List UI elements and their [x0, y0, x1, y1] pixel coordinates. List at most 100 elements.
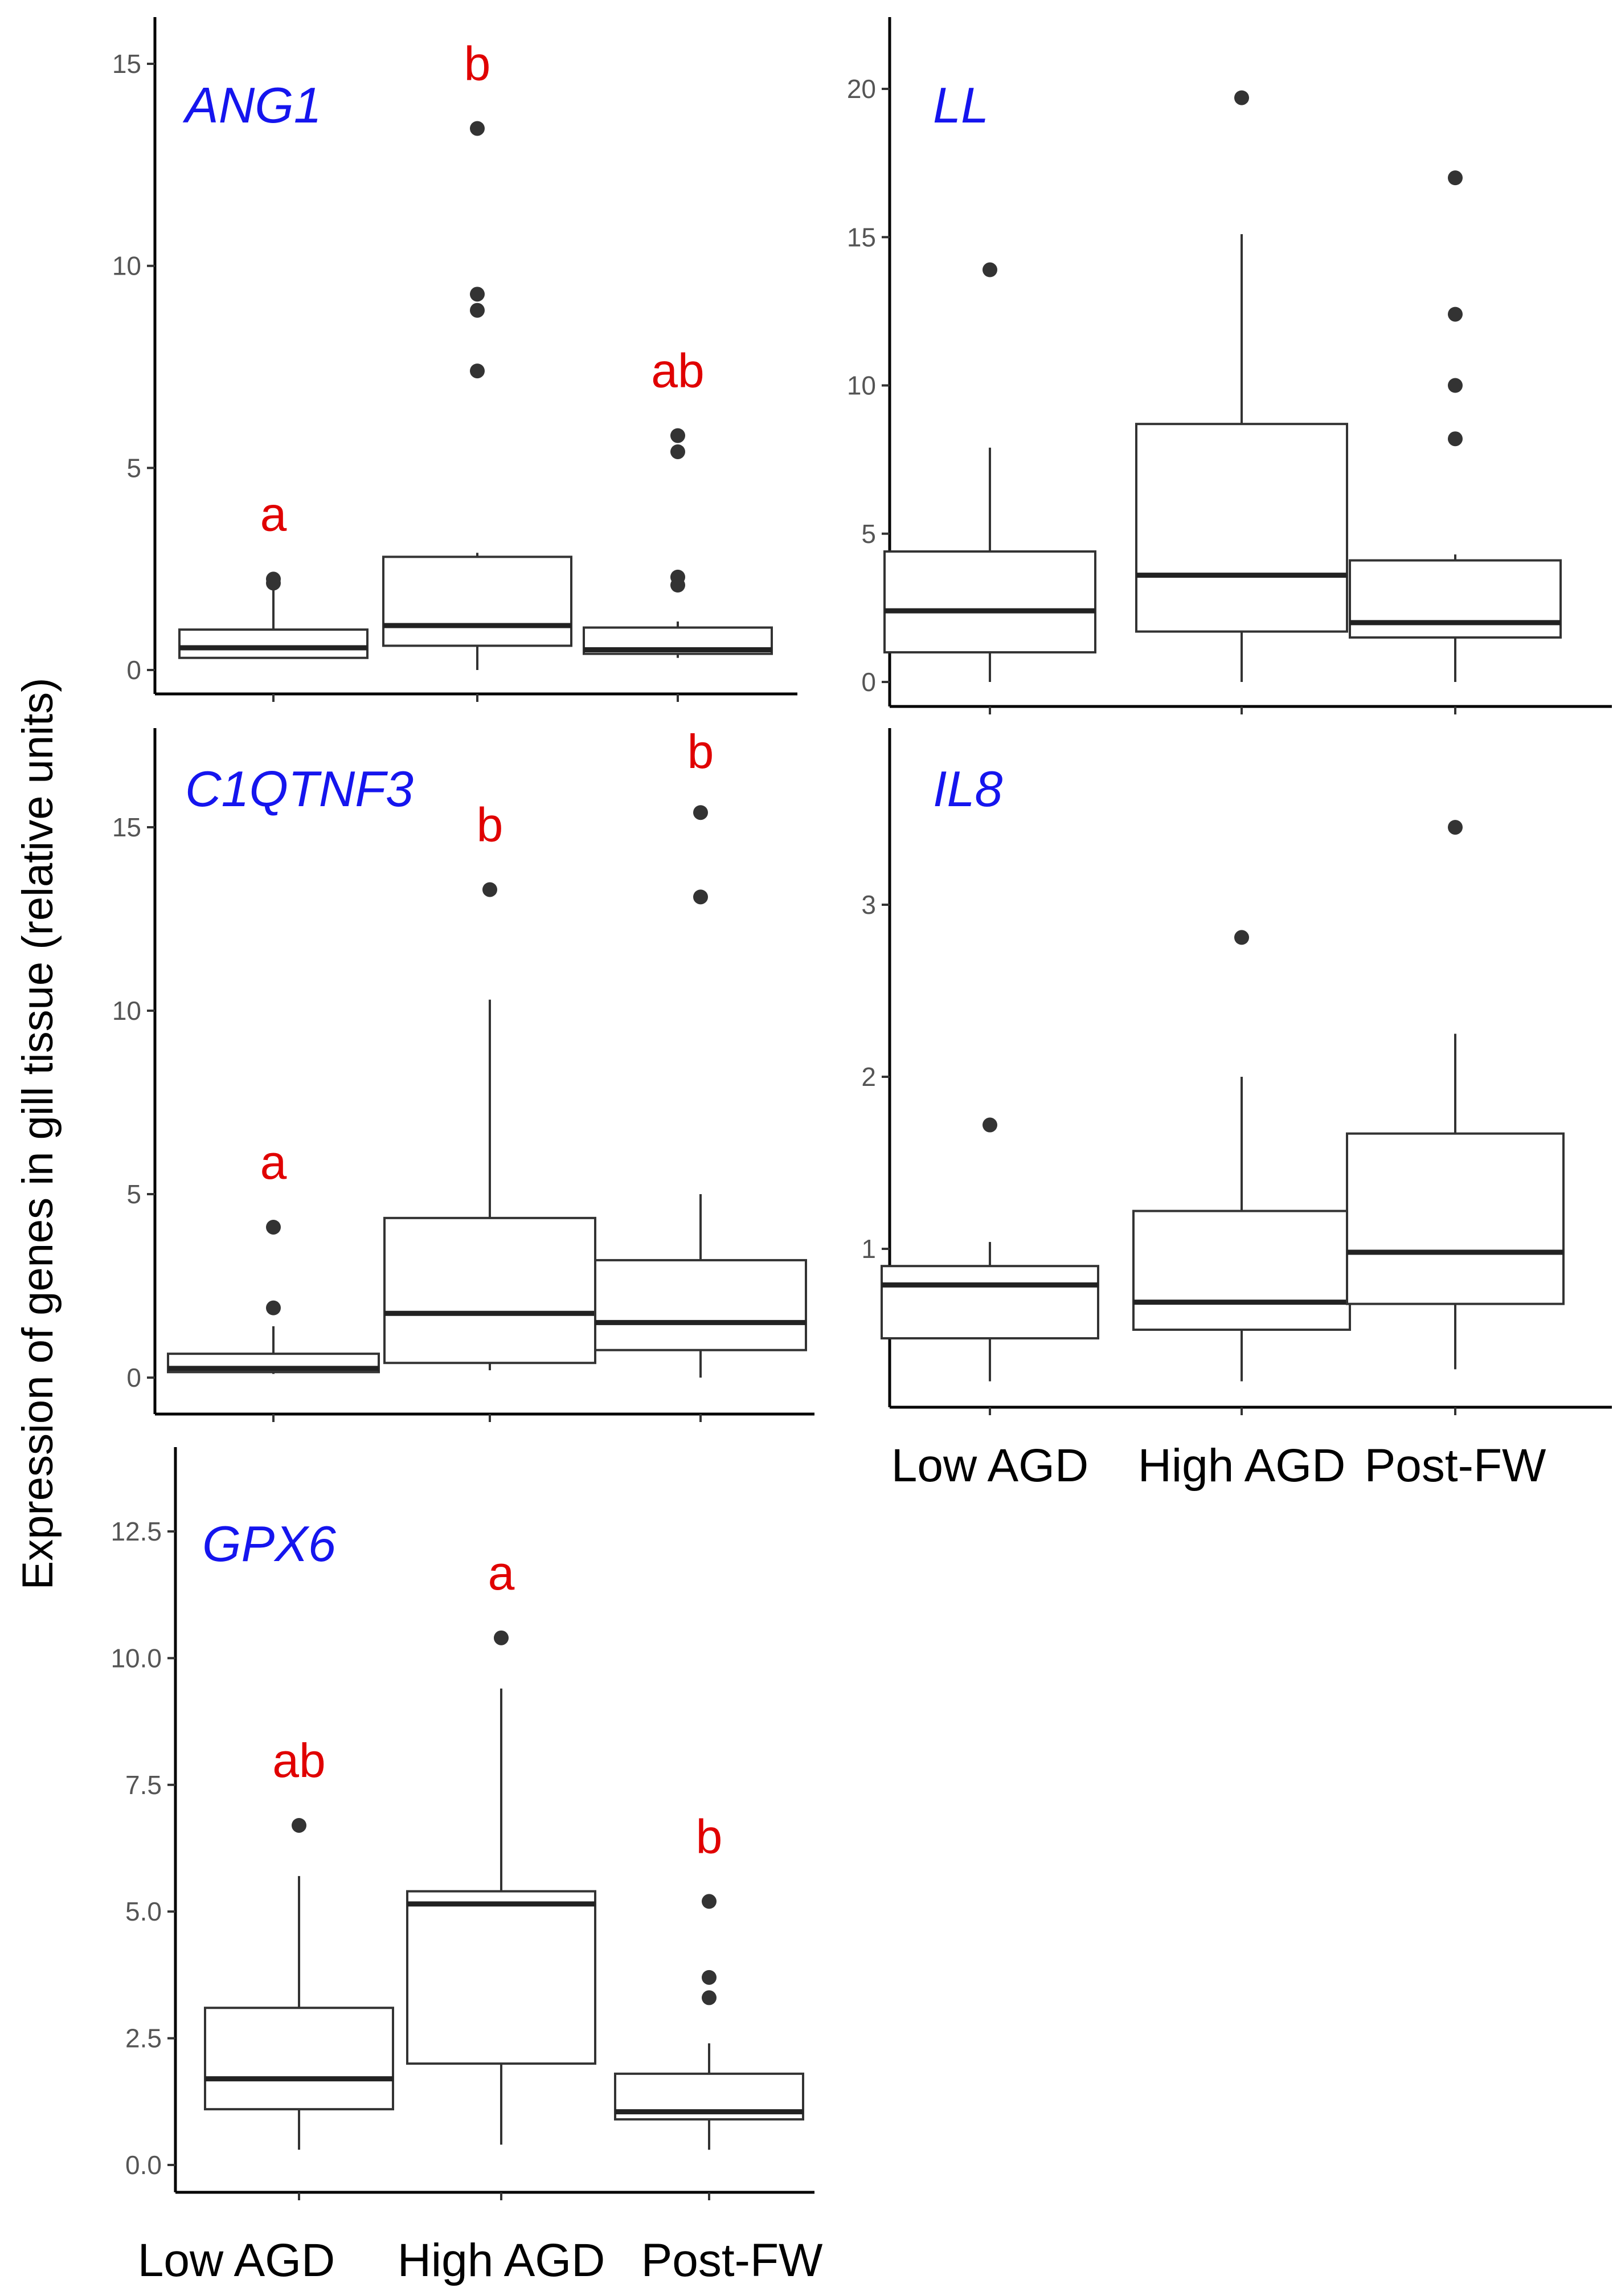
box-iqr [1135, 423, 1348, 633]
box-high-agd: b [383, 798, 596, 1371]
outlier-point [983, 262, 997, 277]
y-tick-label: 10 [847, 371, 876, 401]
y-tick-label: 15 [847, 222, 876, 252]
outlier-point [1234, 930, 1249, 945]
outlier-point [470, 363, 485, 379]
box-iqr [881, 1265, 1099, 1340]
outlier-point [482, 882, 497, 897]
box-iqr [1349, 559, 1562, 639]
box-iqr [1132, 1210, 1351, 1331]
box-post-fw [1346, 820, 1565, 1370]
box-low-agd [881, 1117, 1099, 1382]
y-tick-label: 0 [126, 655, 141, 685]
outlier-point [693, 889, 708, 905]
y-tick-label: 5 [861, 519, 876, 549]
group-labels-bottom: Low AGD High AGD Post-FW [138, 2234, 823, 2286]
outlier-point [266, 571, 281, 587]
box-iqr [883, 550, 1096, 653]
y-tick-label: 10 [112, 251, 141, 281]
box-iqr [204, 2007, 394, 2111]
significance-label: a [260, 487, 287, 541]
box-low-agd [883, 262, 1096, 682]
box-low-agd: a [167, 1135, 380, 1374]
y-axis-title: Expression of genes in gill tissue (rela… [14, 678, 62, 1590]
box-iqr [1346, 1132, 1565, 1305]
y-tick-label: 12.5 [110, 1517, 162, 1546]
box-post-fw: b [594, 725, 807, 1378]
outlier-point [670, 428, 685, 443]
y-tick-label: 5.0 [125, 1897, 162, 1926]
box-high-agd: a [406, 1546, 596, 2145]
gene-label: C1QTNF3 [185, 761, 414, 817]
panel-c1qtnf3: 0 5 10 15 C1QTNF3 a b b [112, 725, 814, 1422]
group-label-low-agd: Low AGD [891, 1440, 1088, 1492]
y-tick-label: 2 [861, 1062, 876, 1092]
outlier-point [693, 805, 708, 820]
group-label-low-agd: Low AGD [138, 2234, 335, 2286]
y-tick-label: 5 [126, 1179, 141, 1209]
gene-label: IL8 [933, 761, 1002, 817]
significance-label: b [696, 1809, 723, 1863]
outlier-point [266, 1219, 281, 1235]
box-high-agd [1132, 930, 1351, 1382]
outlier-point [1448, 170, 1463, 186]
outlier-point [470, 303, 485, 318]
outlier-point [494, 1630, 509, 1645]
box-high-agd: b [382, 36, 572, 670]
y-tick-label: 3 [861, 890, 876, 920]
significance-label: ab [272, 1734, 325, 1787]
box-iqr [383, 1216, 596, 1364]
group-label-post-fw: Post-FW [641, 2234, 823, 2286]
box-high-agd [1135, 90, 1348, 682]
outlier-point [292, 1817, 306, 1833]
y-tick-label: 0.0 [125, 2150, 162, 2180]
box-post-fw [1349, 170, 1562, 682]
outlier-point [702, 1970, 717, 1985]
significance-label: b [687, 725, 714, 778]
group-label-high-agd: High AGD [1138, 1440, 1346, 1492]
outlier-point [1234, 90, 1249, 105]
gene-label: ANG1 [182, 77, 322, 133]
gene-label: GPX6 [202, 1515, 336, 1572]
significance-label: b [464, 36, 491, 90]
outlier-point [470, 121, 485, 136]
outlier-point [702, 1990, 717, 2005]
significance-label: a [260, 1135, 287, 1189]
y-tick-label: 20 [847, 74, 876, 104]
significance-label: b [477, 798, 503, 851]
y-tick-label: 5 [126, 453, 141, 483]
panel-il8: 1 2 3 IL8 [861, 728, 1612, 1415]
outlier-point [702, 1894, 717, 1909]
box-post-fw: ab [583, 344, 773, 658]
outlier-point [983, 1117, 997, 1133]
outlier-point [670, 569, 685, 585]
outlier-point [470, 287, 485, 302]
y-tick-label: 15 [112, 49, 141, 79]
y-tick-label: 10 [112, 996, 141, 1026]
y-tick-label: 10.0 [110, 1643, 162, 1673]
outlier-point [1448, 307, 1463, 322]
outlier-point [1448, 820, 1463, 835]
box-iqr [406, 1890, 596, 2065]
y-tick-label: 1 [861, 1234, 876, 1264]
gene-label: LL [933, 77, 989, 133]
outlier-point [266, 1300, 281, 1315]
group-labels-right: Low AGD High AGD Post-FW [891, 1440, 1546, 1492]
box-low-agd: ab [204, 1734, 394, 2150]
group-label-post-fw: Post-FW [1365, 1440, 1546, 1492]
y-tick-label: 15 [112, 812, 141, 842]
box-iqr [178, 628, 369, 659]
outlier-point [1448, 378, 1463, 393]
box-post-fw: b [614, 1809, 804, 2150]
significance-label: a [488, 1546, 515, 1600]
y-tick-label: 0 [861, 667, 876, 697]
y-tick-label: 2.5 [125, 2024, 162, 2053]
box-low-agd: a [178, 487, 369, 659]
box-iqr [594, 1259, 807, 1351]
y-tick-label: 7.5 [125, 1770, 162, 1800]
significance-label: ab [651, 344, 704, 398]
